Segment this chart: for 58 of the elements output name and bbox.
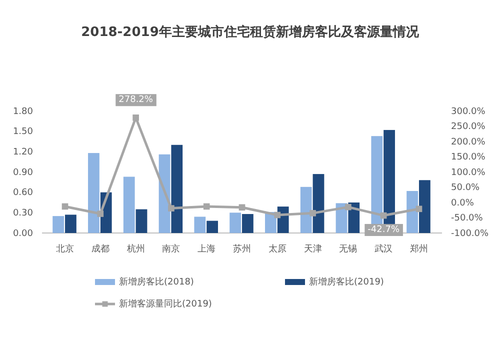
y2-tick-label: 100.0% bbox=[451, 168, 486, 178]
legend-label: 新增客源量同比(2019) bbox=[119, 298, 212, 310]
x-tick-label: 北京 bbox=[56, 243, 74, 254]
data-label: 278.2% bbox=[118, 95, 154, 106]
data-label: -42.7% bbox=[368, 224, 400, 235]
y2-tick-label: 300.0% bbox=[451, 106, 486, 117]
point bbox=[203, 203, 210, 210]
y-tick-label: 1.50 bbox=[12, 127, 34, 138]
point bbox=[380, 212, 387, 219]
x-tick-label: 无锡 bbox=[339, 243, 358, 254]
y2-tick-label: -100.0% bbox=[451, 228, 490, 239]
y2-tick-label: 50.0% bbox=[451, 183, 480, 194]
y2-tick-label: 200.0% bbox=[451, 137, 486, 148]
point bbox=[62, 203, 68, 210]
bar bbox=[194, 216, 206, 233]
bar bbox=[206, 220, 218, 233]
y2-tick-label: 0.0% bbox=[451, 198, 474, 208]
x-tick-label: 天津 bbox=[304, 243, 322, 254]
bar bbox=[65, 214, 76, 233]
y2-tick-label: 150.0% bbox=[451, 152, 486, 163]
x-tick-label: 武汉 bbox=[374, 243, 393, 254]
bar bbox=[88, 153, 100, 233]
point bbox=[168, 205, 174, 212]
bar bbox=[242, 214, 254, 233]
bar bbox=[52, 216, 64, 233]
y2-tick-label: -50.0% bbox=[451, 214, 484, 224]
point bbox=[310, 210, 316, 216]
chart-title: 2018-2019年主要城市住宅租赁新增房客比及客源量情况 bbox=[81, 24, 420, 40]
x-tick-label: 成都 bbox=[91, 243, 110, 254]
point bbox=[345, 204, 352, 210]
point bbox=[132, 114, 139, 121]
bar bbox=[312, 174, 324, 233]
x-tick-label: 杭州 bbox=[126, 243, 145, 254]
legend-label: 新增房客比(2019) bbox=[309, 276, 384, 288]
x-tick-label: 太原 bbox=[268, 243, 286, 254]
bar bbox=[418, 180, 430, 233]
y-tick-label: 0.00 bbox=[12, 228, 34, 239]
y-tick-label: 0.60 bbox=[12, 188, 34, 198]
bar bbox=[136, 209, 148, 233]
x-tick-label: 南京 bbox=[162, 243, 180, 254]
bar bbox=[230, 212, 241, 233]
point bbox=[97, 210, 104, 217]
bar bbox=[300, 186, 312, 233]
y-tick-label: 0.30 bbox=[12, 208, 34, 219]
point bbox=[238, 204, 246, 211]
bar bbox=[171, 144, 183, 233]
y2-tick-label: 250.0% bbox=[451, 122, 486, 132]
y-tick-label: 0.90 bbox=[12, 168, 34, 178]
x-tick-label: 郑州 bbox=[410, 243, 428, 254]
point bbox=[416, 206, 422, 212]
legend-label: 新增房客比(2018) bbox=[119, 276, 194, 288]
bar bbox=[406, 190, 418, 233]
point bbox=[274, 212, 281, 218]
y-tick-label: 1.80 bbox=[12, 106, 34, 117]
x-tick-label: 苏州 bbox=[233, 243, 251, 254]
y-tick-label: 1.20 bbox=[12, 148, 34, 158]
x-tick-label: 上海 bbox=[198, 243, 216, 254]
bar bbox=[123, 176, 135, 233]
